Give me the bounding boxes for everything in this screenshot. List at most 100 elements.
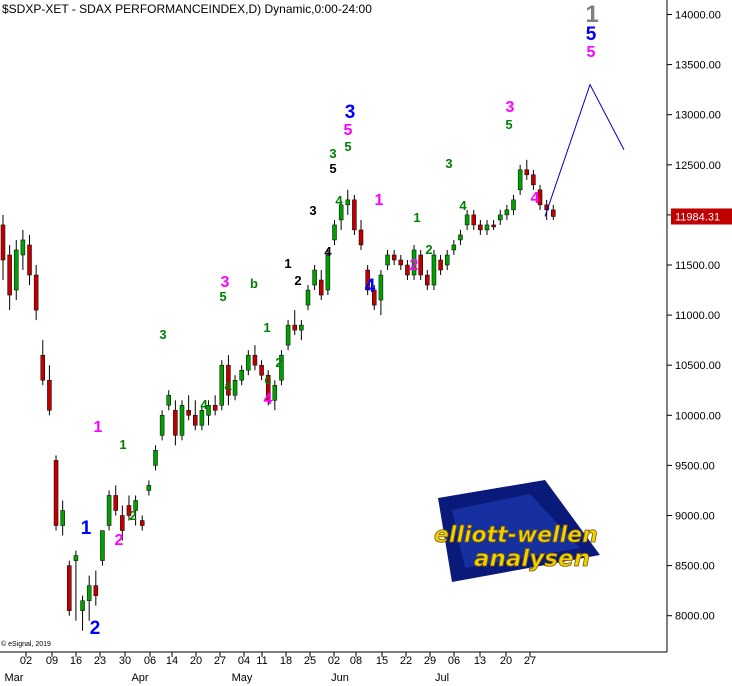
wave-label: 4 xyxy=(324,244,332,259)
wave-label: b xyxy=(250,276,258,291)
candle-body xyxy=(159,415,165,436)
candle-body xyxy=(544,204,549,211)
candle-body xyxy=(53,460,59,526)
projection-line xyxy=(544,83,625,217)
wave-label: 3 xyxy=(345,102,356,123)
wave-label: 4 xyxy=(335,193,343,208)
candle-body xyxy=(391,254,397,261)
x-day-label: 04 xyxy=(238,655,250,667)
candles xyxy=(0,159,556,631)
last-price-label: 11984.31 xyxy=(675,211,720,223)
x-day-label: 20 xyxy=(500,655,512,667)
wave-label: 3 xyxy=(329,146,336,161)
candle-body xyxy=(458,234,463,241)
wave-label: 5 xyxy=(329,161,336,176)
wave-label: 2 xyxy=(294,273,301,288)
wave-label: 5 xyxy=(587,44,596,61)
candle-body xyxy=(385,254,390,266)
candle-body xyxy=(139,520,145,526)
candle-body xyxy=(239,369,244,381)
candle-body xyxy=(272,384,278,401)
candle-body xyxy=(332,224,337,241)
wave-label: 3 xyxy=(445,156,452,171)
candle-body xyxy=(279,354,284,381)
wave-label: 3 xyxy=(221,274,230,291)
candle-body xyxy=(398,259,404,266)
candle-body xyxy=(186,410,191,416)
logo-text-2: analysen xyxy=(474,546,590,572)
candle-body xyxy=(226,364,231,396)
y-tick-label: 9500.00 xyxy=(675,460,715,472)
candle-body xyxy=(365,269,370,291)
candle-body xyxy=(232,379,238,396)
candle-body xyxy=(80,600,85,611)
elliott-wellen-logo: elliott-wellen analysen xyxy=(434,480,600,582)
x-day-label: 16 xyxy=(70,655,82,667)
x-day-label: 09 xyxy=(46,655,58,667)
candle-body xyxy=(133,500,138,511)
wave-label: 2 xyxy=(129,508,136,523)
wave-label: 1 xyxy=(81,518,92,539)
candle-body xyxy=(113,495,118,511)
y-tick-label: 8000.00 xyxy=(675,611,715,623)
candle-body xyxy=(206,405,211,416)
candle-body xyxy=(0,224,6,261)
candle-body xyxy=(193,415,198,426)
candle-body xyxy=(411,249,417,276)
y-tick-label: 12500.00 xyxy=(675,160,721,172)
wave-label: 5 xyxy=(586,24,597,45)
candle-body xyxy=(491,224,496,228)
wave-label: 1 xyxy=(585,1,598,28)
candle-body xyxy=(173,410,178,436)
candle-body xyxy=(464,214,470,226)
candle-body xyxy=(325,254,331,291)
candle-body xyxy=(73,555,79,561)
wave-label: 3 xyxy=(506,99,515,116)
copyright: © eSignal, 2019 xyxy=(1,640,51,648)
candle-body xyxy=(498,214,503,221)
candle-body xyxy=(405,264,410,276)
candle-body xyxy=(285,324,291,346)
wave-label: 5 xyxy=(505,117,512,132)
x-day-label: 27 xyxy=(524,655,536,667)
candle-body xyxy=(444,254,450,266)
y-tick-label: 13000.00 xyxy=(675,110,721,122)
candle-body xyxy=(120,515,125,531)
candle-body xyxy=(531,174,536,186)
wave-label: 3 xyxy=(309,203,316,218)
candle-body xyxy=(212,405,218,411)
candle-body xyxy=(425,274,430,286)
candle-body xyxy=(246,354,251,371)
candle-body xyxy=(106,495,112,526)
wave-label: 4 xyxy=(200,397,208,412)
wave-label: 5 xyxy=(219,289,226,304)
x-day-label: 22 xyxy=(400,655,412,667)
candle-body xyxy=(47,379,52,411)
wave-label: 4 xyxy=(264,391,273,408)
candle-body xyxy=(478,224,483,231)
candle-body xyxy=(484,224,490,231)
candle-body xyxy=(126,505,132,516)
x-day-label: 20 xyxy=(190,655,202,667)
candle-body xyxy=(100,530,105,561)
candle-body xyxy=(358,229,364,246)
candle-body xyxy=(524,169,530,176)
wave-label: 2 xyxy=(410,257,419,274)
x-day-label: 02 xyxy=(328,655,340,667)
candle-body xyxy=(299,324,304,331)
last-price-box: 11984.31 xyxy=(671,208,732,225)
y-tick-label: 10500.00 xyxy=(675,360,721,372)
wave-label: 2 xyxy=(275,355,282,370)
x-day-label: 23 xyxy=(94,655,106,667)
y-tick-label: 9000.00 xyxy=(675,511,715,523)
wave-label: 4 xyxy=(365,276,376,297)
candle-body xyxy=(438,259,443,271)
candle-body xyxy=(431,254,437,286)
candle-body xyxy=(93,585,99,596)
wave-label: a xyxy=(224,378,232,393)
candle-body xyxy=(537,189,543,206)
y-tick-label: 13500.00 xyxy=(675,60,721,72)
candle-body xyxy=(372,289,377,306)
wave-label: 1 xyxy=(284,256,291,271)
logo-text-1: elliott-wellen xyxy=(434,523,598,548)
